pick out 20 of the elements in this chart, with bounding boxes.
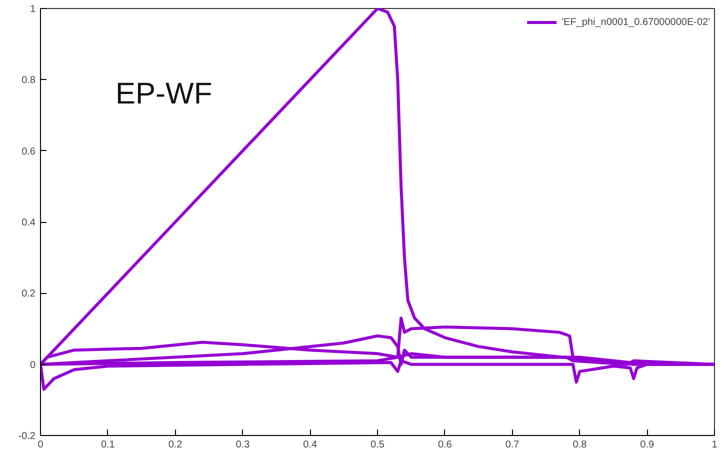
x-tick-label: 0.5 [370,440,385,450]
y-tick-label: 0.2 [22,288,36,300]
y-tick-label: 0.4 [22,218,36,228]
y-tick-label: 0.6 [22,146,36,158]
legend-label: 'EF_phi_n0001_0.67000000E-02' [562,16,710,28]
x-tick-label: 0.3 [236,440,250,450]
x-tick-label: 0.8 [572,440,588,450]
x-tick-label: 0.1 [100,440,116,450]
y-tick-label: 0.8 [22,75,36,86]
x-tick-label: 0 [38,440,44,450]
x-tick-label: 0.6 [438,440,452,450]
y-tick-label: 0 [30,360,36,371]
y-tick-label: -0.2 [18,431,36,442]
x-tick-label: 0.2 [168,440,183,450]
x-tick-label: 0.9 [640,440,654,450]
y-tick-label: 1 [30,4,36,15]
x-tick-label: 0.7 [505,440,520,450]
x-tick-label: 0.4 [303,440,318,450]
x-tick-label: 1 [712,440,718,450]
annotation: EP-WF [116,78,212,110]
